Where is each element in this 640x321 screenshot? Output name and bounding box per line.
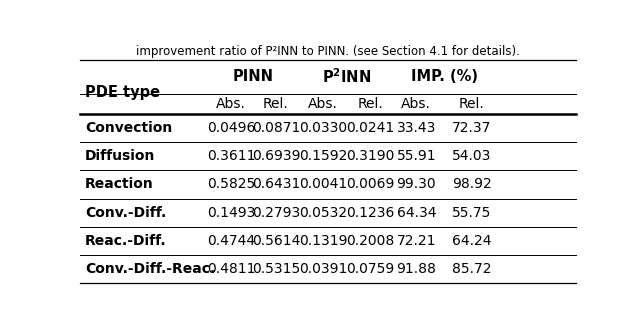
Text: 0.6431: 0.6431 (252, 178, 300, 191)
Text: 0.0330: 0.0330 (299, 121, 347, 135)
Text: 64.34: 64.34 (397, 206, 436, 220)
Text: 0.1493: 0.1493 (207, 206, 255, 220)
Text: 33.43: 33.43 (397, 121, 436, 135)
Text: 0.3611: 0.3611 (207, 149, 255, 163)
Text: 99.30: 99.30 (396, 178, 436, 191)
Text: 72.37: 72.37 (452, 121, 492, 135)
Text: 0.5825: 0.5825 (207, 178, 255, 191)
Text: 55.75: 55.75 (452, 206, 492, 220)
Text: 0.0871: 0.0871 (252, 121, 300, 135)
Text: PDE type: PDE type (85, 85, 160, 100)
Text: 54.03: 54.03 (452, 149, 492, 163)
Text: 0.3190: 0.3190 (346, 149, 394, 163)
Text: 0.0496: 0.0496 (207, 121, 255, 135)
Text: 0.6939: 0.6939 (252, 149, 300, 163)
Text: Diffusion: Diffusion (85, 149, 156, 163)
Text: Abs.: Abs. (216, 97, 246, 111)
Text: $\mathbf{P^2INN}$: $\mathbf{P^2INN}$ (322, 67, 371, 86)
Text: 0.0759: 0.0759 (346, 262, 394, 276)
Text: improvement ratio of P²INN to PINN. (see Section 4.1 for details).: improvement ratio of P²INN to PINN. (see… (136, 45, 520, 58)
Text: Conv.-Diff.-Reac.: Conv.-Diff.-Reac. (85, 262, 215, 276)
Text: Conv.-Diff.: Conv.-Diff. (85, 206, 166, 220)
Text: Rel.: Rel. (357, 97, 383, 111)
Text: 0.5315: 0.5315 (252, 262, 300, 276)
Text: Abs.: Abs. (401, 97, 431, 111)
Text: 91.88: 91.88 (396, 262, 436, 276)
Text: 0.0241: 0.0241 (346, 121, 394, 135)
Text: PINN: PINN (233, 69, 274, 84)
Text: 0.4744: 0.4744 (207, 234, 255, 248)
Text: Reaction: Reaction (85, 178, 154, 191)
Text: 0.0069: 0.0069 (346, 178, 394, 191)
Text: 0.2008: 0.2008 (346, 234, 394, 248)
Text: Abs.: Abs. (308, 97, 338, 111)
Text: 55.91: 55.91 (396, 149, 436, 163)
Text: 0.5614: 0.5614 (252, 234, 300, 248)
Text: 0.1592: 0.1592 (299, 149, 348, 163)
Text: 0.1319: 0.1319 (299, 234, 348, 248)
Text: Convection: Convection (85, 121, 172, 135)
Text: 0.4811: 0.4811 (207, 262, 255, 276)
Text: 0.0041: 0.0041 (299, 178, 347, 191)
Text: Rel.: Rel. (459, 97, 484, 111)
Text: 98.92: 98.92 (452, 178, 492, 191)
Text: 85.72: 85.72 (452, 262, 492, 276)
Text: Rel.: Rel. (263, 97, 289, 111)
Text: 0.0391: 0.0391 (299, 262, 348, 276)
Text: 0.0532: 0.0532 (299, 206, 347, 220)
Text: 0.1236: 0.1236 (346, 206, 394, 220)
Text: 0.2793: 0.2793 (252, 206, 300, 220)
Text: IMP. (%): IMP. (%) (411, 69, 477, 84)
Text: 72.21: 72.21 (397, 234, 436, 248)
Text: 64.24: 64.24 (452, 234, 492, 248)
Text: Reac.-Diff.: Reac.-Diff. (85, 234, 166, 248)
